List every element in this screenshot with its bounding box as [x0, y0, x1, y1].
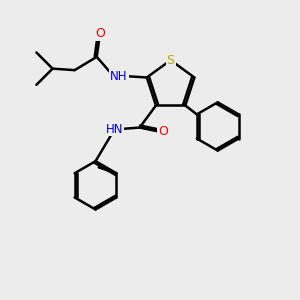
Text: O: O — [95, 27, 105, 40]
Text: HN: HN — [106, 122, 123, 136]
Text: S: S — [167, 54, 175, 67]
Text: NH: NH — [110, 70, 128, 83]
Text: O: O — [158, 125, 168, 139]
